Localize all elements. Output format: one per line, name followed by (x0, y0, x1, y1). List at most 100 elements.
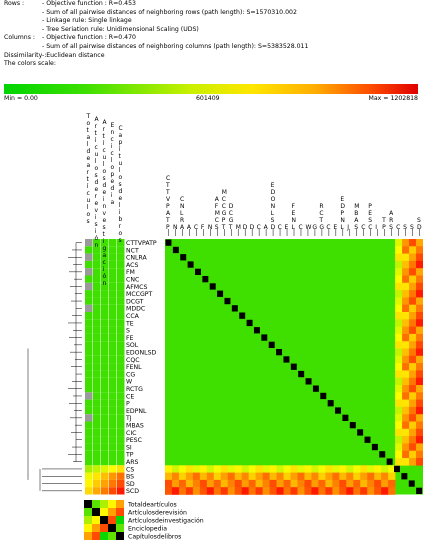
attribute-column-letter: c (111, 136, 114, 143)
heatmap-cell (185, 472, 194, 481)
attribute-cell (85, 348, 93, 356)
heatmap-cell (395, 239, 403, 247)
attribute-cell (85, 414, 93, 422)
heatmap-cell (311, 479, 319, 488)
attribute-column-letter: a (87, 134, 91, 141)
heatmap-cell (241, 465, 249, 473)
row-label: CNC (126, 277, 139, 284)
heatmap-cell (395, 326, 403, 335)
heatmap-cell (416, 304, 423, 313)
attribute-column-letter: c (103, 259, 106, 266)
attribute-cell (109, 443, 117, 451)
heatmap-cell (409, 239, 417, 247)
heatmap-cell (402, 385, 410, 393)
legend-matrix-cell (108, 516, 116, 524)
row-label: CIC (126, 430, 136, 437)
heatmap-cell (395, 421, 403, 430)
attribute-column-letter: p (119, 139, 123, 146)
attribute-cell (85, 275, 93, 283)
heatmap-cell (395, 341, 403, 349)
heatmap-cell (199, 479, 208, 488)
heatmap-cell (339, 472, 347, 481)
attribute-cell (93, 399, 101, 407)
attribute-column-letter: í (87, 183, 89, 190)
attribute-cell (109, 421, 117, 429)
attribute-column-letter: l (111, 157, 113, 164)
heatmap-cell (395, 399, 403, 408)
heatmap-cell (416, 290, 423, 298)
attribute-cell (109, 399, 117, 407)
row-label: CG (126, 371, 135, 378)
row-label: FENL (126, 364, 142, 371)
attribute-column-letter: s (87, 218, 90, 225)
heatmap-cell (276, 479, 284, 488)
column-label-letter: S (417, 217, 421, 224)
column-label-letter: C (222, 203, 226, 210)
attribute-column-letter: g (103, 245, 107, 252)
attribute-cell (117, 458, 125, 466)
rows-line-3: - Linkage rule: Single linkage (42, 17, 132, 25)
column-label-letter: C (229, 210, 233, 217)
heatmap-cell (402, 377, 410, 386)
diagonal-cell (327, 400, 334, 407)
attribute-column-letter: s (103, 175, 106, 182)
column-label-letter: C (368, 224, 372, 231)
column-label-letter: S (368, 217, 372, 224)
heatmap-cell (304, 479, 312, 488)
attribute-column-letter: a (119, 132, 123, 139)
heatmap-cell (248, 472, 256, 481)
heatmap-cell (409, 333, 417, 342)
heatmap-cell (192, 465, 201, 473)
cols-line-2: - Sum of all pairwise distances of neigh… (42, 42, 309, 50)
attribute-column-letter: a (87, 162, 91, 169)
row-label: DCGT (126, 298, 144, 305)
heatmap-cell (416, 297, 423, 305)
row-label: NCT (126, 247, 139, 254)
heatmap-cell (409, 297, 417, 305)
column-label-letter: R (389, 217, 393, 224)
heatmap-cell (381, 465, 389, 473)
heatmap-cell (262, 487, 270, 495)
heatmap-cell (283, 465, 291, 473)
column-label-letter: P (340, 210, 344, 217)
heatmap-cell (192, 479, 201, 488)
heatmap-cell (192, 487, 201, 495)
header: Rows : - Objective function : R=0.453 - S… (4, 0, 420, 69)
attribute-column-letter: r (103, 126, 106, 133)
heatmap-cell (206, 479, 215, 488)
heatmap-cell (409, 421, 417, 430)
attribute-cell (93, 385, 101, 393)
attribute-cell (109, 275, 117, 283)
column-label-letter: C (166, 175, 170, 182)
heatmap-cell (241, 472, 249, 481)
row-label: MDDC (126, 306, 145, 313)
column-label-letter: T (221, 224, 226, 231)
column-label-letter: A (215, 196, 220, 203)
attribute-column-letter: s (95, 172, 98, 179)
heatmap-cell (339, 479, 347, 488)
heatmap-cell (381, 487, 389, 495)
attribute-cell (85, 450, 93, 458)
attribute-column-letter: c (103, 147, 106, 154)
heatmap-cell (311, 472, 319, 481)
attribute-cell (101, 450, 109, 458)
column-label-letter: C (180, 196, 184, 203)
diagonal-cell (187, 261, 194, 268)
heatmap-cell (165, 479, 173, 488)
heatmap-cell (227, 479, 236, 488)
attribute-cell (93, 450, 101, 458)
attribute-cell (109, 319, 117, 327)
attribute-column-letter: o (119, 230, 123, 237)
attribute-cell (85, 385, 93, 393)
heatmap-cell (409, 436, 417, 444)
legend-matrix-cell (100, 532, 108, 540)
column-label-letter: N (208, 224, 213, 231)
attribute-cell (109, 450, 117, 458)
heatmap-cell (353, 472, 361, 481)
attribute-cell (117, 253, 125, 261)
attribute-column-letter: i (95, 214, 97, 221)
attribute-cell (85, 297, 93, 305)
diagonal-cell (312, 385, 319, 392)
attribute-column-letter: A (103, 119, 108, 126)
heatmap-cell (416, 385, 423, 393)
